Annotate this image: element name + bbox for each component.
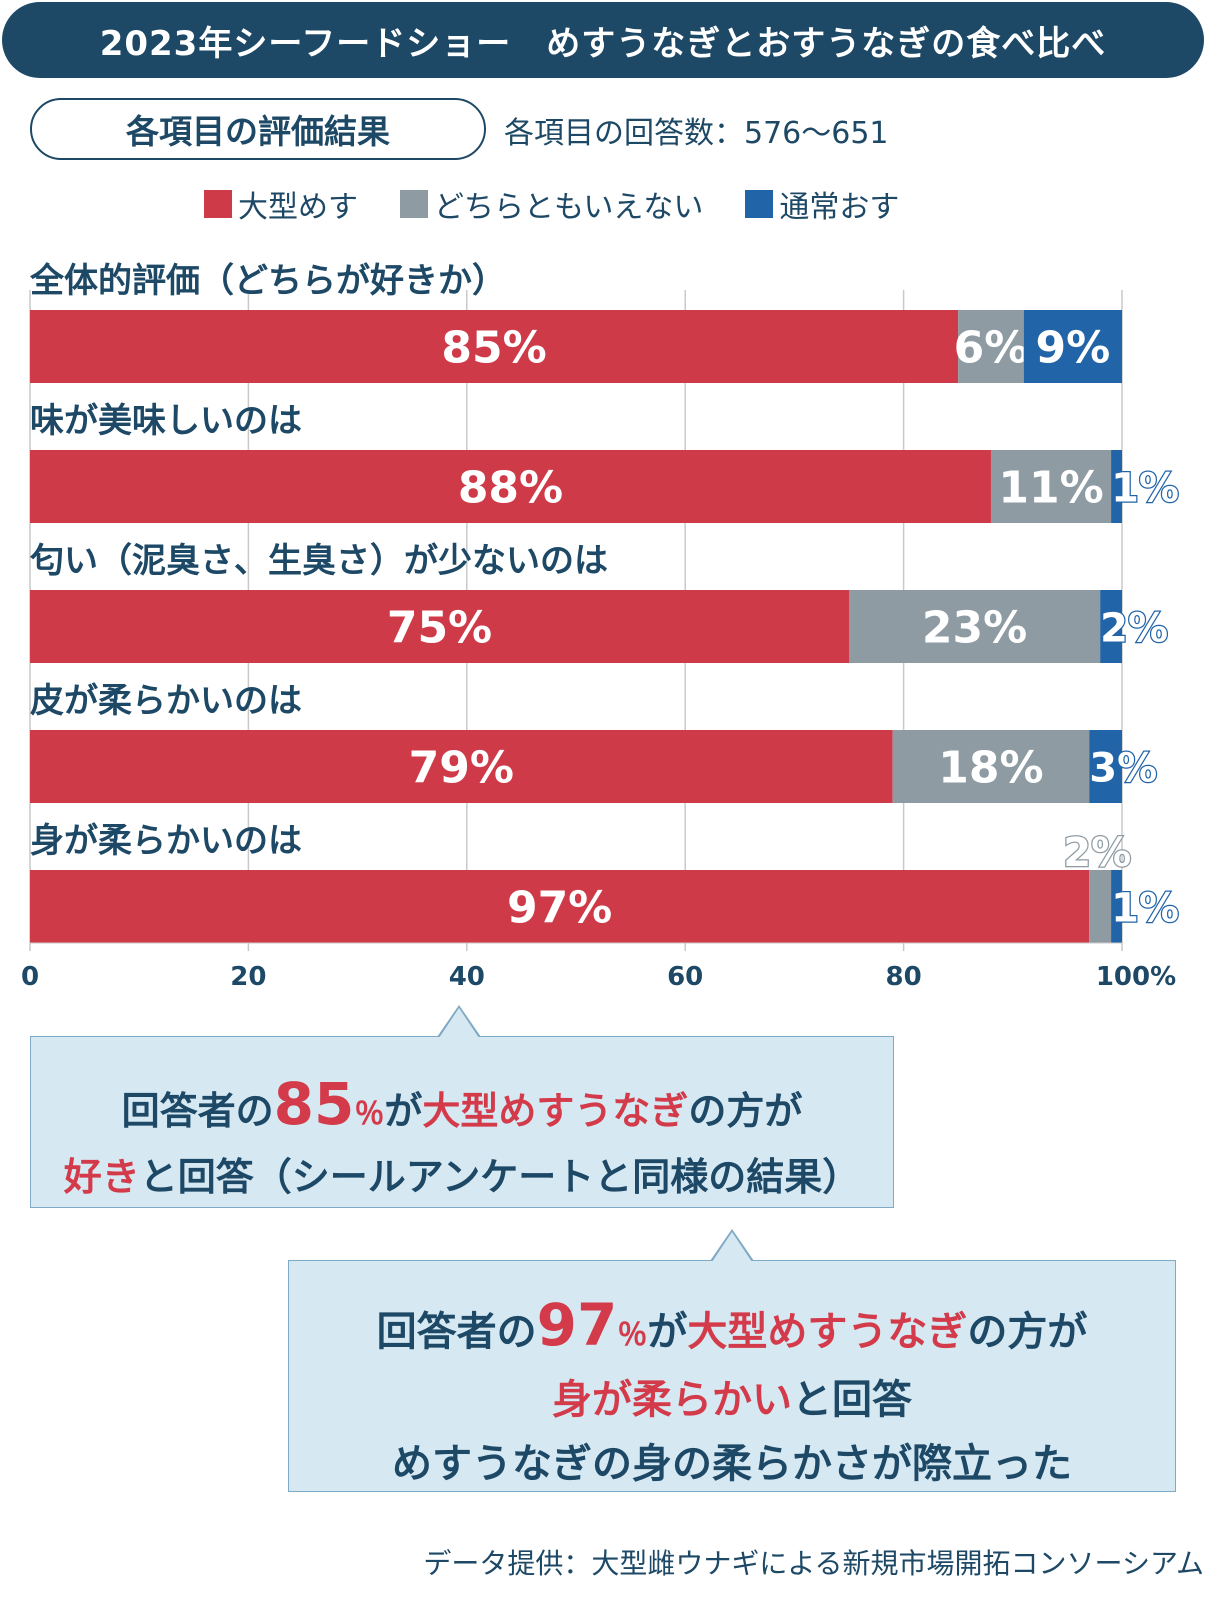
- data-label: 6%: [954, 323, 1029, 374]
- callout1-suffix2: と回答（シールアンケートと同様の結果）: [139, 1155, 861, 1199]
- callout2-line2: 身が柔らかいと回答: [289, 1368, 1175, 1432]
- response-count-note: 各項目の回答数：576〜651: [504, 116, 889, 151]
- data-label: 18%: [938, 743, 1043, 794]
- data-label: 88%: [458, 463, 563, 514]
- callout1-pointer-fill: [439, 1008, 479, 1038]
- callout1-prefix: 回答者の: [121, 1089, 274, 1133]
- bar-segment-neutral: [892, 730, 1090, 803]
- data-label: 1%: [1111, 466, 1179, 512]
- category-label: 匂い（泥臭さ、生臭さ）が少ないのは: [29, 541, 608, 581]
- callout2-mid: が: [647, 1309, 688, 1355]
- callout2-prefix: 回答者の: [376, 1309, 537, 1355]
- callout1-highlight2: 好き: [63, 1155, 140, 1199]
- callout1-suffix1: の方が: [688, 1089, 803, 1133]
- callout-overall-preference: 回答者の85％が大型めすうなぎの方が 好きと回答（シールアンケートと同様の結果）: [30, 1036, 894, 1208]
- callout1-line1: 回答者の85％が大型めすうなぎの方が: [31, 1073, 893, 1146]
- data-label: 75%: [387, 603, 492, 654]
- callout2-big-number: 97: [536, 1291, 618, 1359]
- callout2-suffix2: と回答: [792, 1377, 912, 1423]
- legend: 大型めす どちらともいえない 通常おす: [204, 182, 941, 226]
- callout2-pointer-fill: [712, 1232, 752, 1262]
- category-label: 全体的評価（どちらが好きか）: [29, 261, 506, 301]
- category-label: 身が柔らかいのは: [30, 821, 302, 861]
- callout1-pct: ％: [354, 1097, 385, 1132]
- callout2-line1: 回答者の97％が大型めすうなぎの方が: [289, 1293, 1175, 1368]
- bar-segment-large-female: [30, 590, 849, 663]
- legend-swatch-red: [204, 190, 232, 218]
- x-tick-label: 80: [886, 962, 922, 992]
- x-tick-label: 0: [21, 962, 39, 992]
- data-label: 11%: [998, 463, 1103, 514]
- bar-segment-regular-male: [1111, 870, 1122, 943]
- data-label: 9%: [1036, 323, 1111, 374]
- bar-segment-regular-male: [1089, 730, 1122, 803]
- legend-swatch-blue: [745, 190, 774, 218]
- data-label: 2%: [1063, 830, 1131, 876]
- bar-segment-neutral: [1089, 870, 1112, 943]
- callout1-mid: が: [384, 1089, 423, 1133]
- data-label: 97%: [507, 883, 612, 934]
- bar-segment-neutral: [990, 450, 1112, 523]
- legend-label: 大型めす: [238, 190, 358, 225]
- callout2-pct: ％: [617, 1318, 648, 1353]
- legend-item-neutral: どちらともいえない: [400, 182, 703, 226]
- category-label: 皮が柔らかいのは: [30, 681, 302, 721]
- data-credit: データ提供：大型雌ウナギによる新規市場開拓コンソーシアム: [423, 1547, 1204, 1580]
- callout1-line2: 好きと回答（シールアンケートと同様の結果）: [31, 1146, 893, 1208]
- bar-segment-neutral: [958, 310, 1024, 383]
- callout2-highlight1: 大型めすうなぎ: [687, 1309, 968, 1355]
- callout1-highlight1: 大型めすうなぎ: [422, 1089, 689, 1133]
- data-label: 3%: [1089, 746, 1157, 792]
- data-label: 1%: [1111, 886, 1179, 932]
- legend-item-large-female: 大型めす: [204, 182, 358, 226]
- bar-segment-regular-male: [1100, 590, 1122, 663]
- legend-item-regular-male: 通常おす: [745, 182, 899, 226]
- bar-segment-regular-male: [1111, 450, 1122, 523]
- bar-segment-regular-male: [1023, 310, 1122, 383]
- category-label: 味が美味しいのは: [30, 401, 302, 441]
- x-tick-label: 20: [230, 962, 266, 992]
- bar-segment-neutral: [849, 590, 1101, 663]
- section-label: 各項目の評価結果: [30, 98, 486, 160]
- x-tick-label: 40: [449, 962, 485, 992]
- legend-label: どちらともいえない: [434, 190, 704, 225]
- data-label: 2%: [1100, 606, 1168, 652]
- x-tick-label: 100%: [1096, 962, 1176, 992]
- callout-body-softness: 回答者の97％が大型めすうなぎの方が 身が柔らかいと回答 めすうなぎの身の柔らか…: [288, 1260, 1176, 1492]
- callout1-big-number: 85: [273, 1070, 355, 1138]
- bar-segment-large-female: [30, 310, 959, 383]
- bar-segment-large-female: [30, 450, 991, 523]
- data-label: 79%: [409, 743, 514, 794]
- bar-segment-large-female: [30, 870, 1090, 943]
- x-tick-label: 60: [667, 962, 703, 992]
- data-label: 85%: [441, 323, 546, 374]
- data-label: 23%: [922, 603, 1027, 654]
- callout2-line3: めすうなぎの身の柔らかさが際立った: [392, 1441, 1072, 1487]
- callout2-highlight2: 身が柔らかい: [552, 1377, 792, 1423]
- legend-label: 通常おす: [779, 190, 900, 225]
- chart-title: 2023年シーフードショー めすうなぎとおすうなぎの食べ比べ: [2, 2, 1204, 78]
- legend-swatch-gray: [400, 190, 428, 218]
- bar-segment-large-female: [30, 730, 893, 803]
- callout2-suffix1: の方が: [967, 1309, 1088, 1355]
